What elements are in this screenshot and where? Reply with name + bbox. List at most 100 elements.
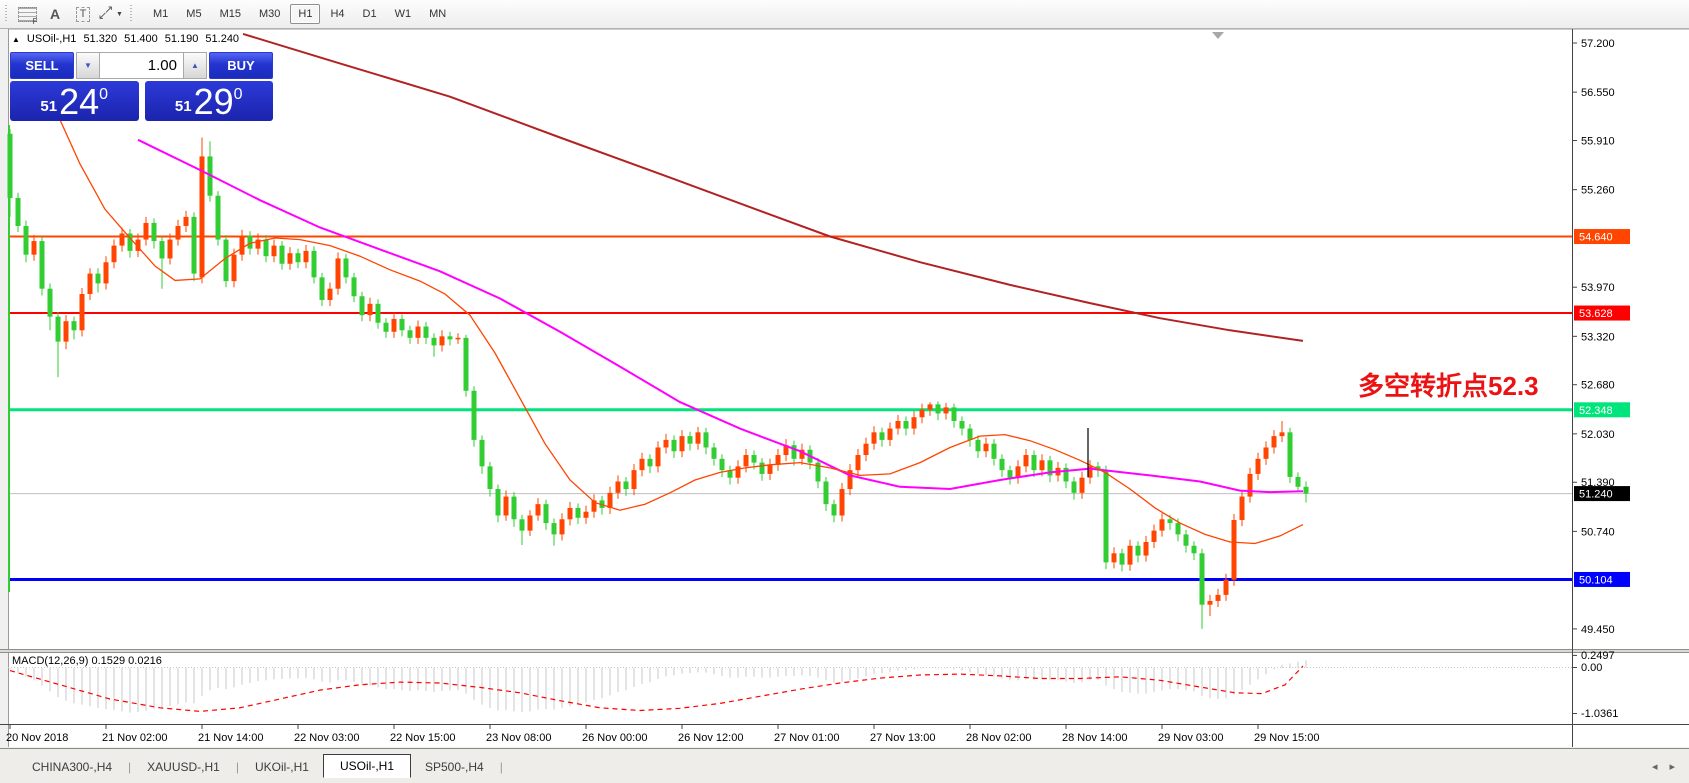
text-label-icon: A	[49, 6, 61, 22]
volume-stepper: ▼ 1.00 ▲	[76, 52, 207, 79]
time-tick-label: 20 Nov 2018	[6, 732, 68, 744]
open-value: 51.320	[83, 33, 118, 45]
timeframe-button-d1[interactable]: D1	[362, 8, 377, 20]
time-tick-label: 21 Nov 14:00	[198, 732, 263, 744]
price-tick-label: 49.450	[1581, 624, 1615, 636]
timeframe-button-m15[interactable]: M15	[219, 8, 241, 20]
chevron-down-icon: ▼	[116, 10, 123, 18]
symbol-label: USOil-,H1	[26, 33, 77, 45]
timeframe-button-m5[interactable]: M5	[186, 8, 202, 20]
tab-separator: |	[128, 759, 132, 774]
buy-price-display[interactable]: 51 29 0	[144, 80, 273, 122]
timeframe-button-h4[interactable]: H4	[330, 8, 345, 20]
shapes-tool-button[interactable]: ↗ ↙ ▼	[98, 3, 123, 25]
chart-shift-marker-icon[interactable]	[1212, 32, 1224, 39]
timeframe-button-h1[interactable]: H1	[290, 4, 321, 24]
sell-price-pips: 24	[59, 80, 100, 122]
price-badge-label: 51.240	[1579, 489, 1613, 501]
price-tick-label: 55.910	[1581, 136, 1615, 148]
time-tick-label: 23 Nov 08:00	[486, 732, 551, 744]
chart-tab-sp500-h4[interactable]: SP500-,H4	[425, 759, 484, 774]
price-tick-label: 53.320	[1581, 331, 1615, 343]
chart-tab-usoil-h1[interactable]: USOil-,H1	[322, 753, 411, 778]
chart-background	[8, 29, 1689, 747]
macd-scale-label: 0.00	[1581, 662, 1602, 674]
arrows-shapes-icon: ↗ ↙	[98, 4, 114, 22]
panel-divider[interactable]	[0, 649, 1689, 653]
sell-button[interactable]: SELL	[10, 52, 74, 79]
volume-down-button[interactable]: ▼	[76, 52, 100, 79]
price-badge	[1574, 486, 1630, 502]
macd-scale-label: -1.0361	[1581, 708, 1618, 720]
chart-tab-china300-h4[interactable]: CHINA300-,H4	[32, 759, 113, 774]
time-tick-label: 26 Nov 00:00	[582, 732, 647, 744]
chart-info-line: ▲ USOil-,H1 51.320 51.400 51.190 51.240	[12, 33, 239, 45]
buy-price-pips: 29	[193, 80, 234, 122]
drawing-tools-group: F A T ↗ ↙ ▼	[13, 3, 125, 26]
time-tick-label: 28 Nov 02:00	[966, 732, 1031, 744]
price-badge	[1574, 402, 1630, 418]
high-value: 51.400	[124, 33, 158, 45]
timeframe-button-m30[interactable]: M30	[258, 8, 281, 20]
volume-up-button[interactable]: ▲	[183, 52, 207, 79]
ma-mid-line	[137, 138, 1304, 494]
price-badge-label: 53.628	[1579, 308, 1613, 320]
text-box-icon: T	[75, 6, 91, 22]
time-tick-label: 29 Nov 15:00	[1254, 732, 1319, 744]
tabs-scroll-right-button[interactable]: ▸	[1669, 761, 1675, 773]
macd-label: MACD(12,26,9) 0.1529 0.0216	[12, 655, 162, 667]
chart-tab-xauusd-h1[interactable]: XAUUSD-,H1	[147, 759, 220, 774]
price-tick-label: 52.030	[1581, 429, 1615, 441]
time-tick-label: 22 Nov 15:00	[390, 732, 455, 744]
price-badge	[1574, 229, 1630, 245]
price-tick-label: 52.680	[1581, 380, 1615, 392]
ma-slow-line	[242, 32, 1304, 342]
chart-annotation-text: 多空转折点52.3	[1358, 371, 1539, 401]
price-tick-label: 56.550	[1581, 87, 1615, 99]
timeframe-button-mn[interactable]: MN	[429, 8, 447, 20]
collapse-triangle-icon[interactable]: ▲	[12, 34, 20, 44]
time-tick-label: 22 Nov 03:00	[294, 732, 359, 744]
sell-price-point: 0	[99, 86, 109, 103]
toolbar-grip[interactable]	[3, 5, 10, 23]
text-box-tool-button[interactable]: T	[71, 3, 95, 25]
indicator-grid-icon: F	[17, 6, 38, 26]
one-click-trading-panel: SELL ▼ 1.00 ▲ BUY 51 24 0 51 29 0	[10, 52, 273, 121]
time-tick-label: 29 Nov 03:00	[1158, 732, 1223, 744]
price-badge	[1574, 571, 1630, 587]
price-tick-label: 50.740	[1581, 526, 1615, 538]
sell-price-prefix: 51	[40, 98, 58, 115]
buy-price-point: 0	[233, 86, 243, 103]
text-label-tool-button[interactable]: A	[43, 3, 67, 25]
close-value: 51.240	[205, 33, 240, 45]
price-tick-label: 55.260	[1581, 185, 1615, 197]
macd-scale-label: 0.2497	[1581, 650, 1615, 662]
time-tick-label: 27 Nov 01:00	[774, 732, 839, 744]
buy-price-prefix: 51	[174, 98, 192, 115]
crosshair-grid-tool-button[interactable]: F	[15, 3, 39, 26]
time-tick-label: 27 Nov 13:00	[870, 732, 935, 744]
sell-price-display[interactable]: 51 24 0	[10, 81, 139, 121]
low-value: 51.190	[164, 33, 199, 45]
volume-input[interactable]: 1.00	[100, 52, 183, 79]
time-tick-label: 26 Nov 12:00	[678, 732, 743, 744]
timeframe-button-m1[interactable]: M1	[153, 8, 169, 20]
time-tick-label: 28 Nov 14:00	[1062, 732, 1127, 744]
ma-fast-line	[55, 110, 1304, 545]
timeframe-button-w1[interactable]: W1	[394, 8, 412, 20]
price-badge	[1574, 305, 1630, 321]
price-badge-label: 54.640	[1579, 232, 1613, 244]
toolbar: F A T ↗ ↙ ▼ M1 M5 M15 M30 H1 H4 D1 W1 MN	[0, 0, 1689, 29]
tabs-scroll-left-button[interactable]: ◂	[1651, 761, 1658, 773]
price-tick-label: 53.970	[1581, 282, 1615, 294]
macd-signal-line	[9, 665, 1304, 713]
timeframe-buttons-group: M1 M5 M15 M30 H1 H4 D1 W1 MN	[144, 4, 455, 24]
tab-separator: |	[499, 759, 503, 774]
time-tick-label: 21 Nov 02:00	[102, 732, 167, 744]
price-tick-label: 57.200	[1581, 38, 1615, 50]
chart-tab-ukoil-h1[interactable]: UKOil-,H1	[254, 759, 309, 774]
buy-button[interactable]: BUY	[209, 52, 273, 79]
toolbar-grip[interactable]	[128, 5, 135, 23]
